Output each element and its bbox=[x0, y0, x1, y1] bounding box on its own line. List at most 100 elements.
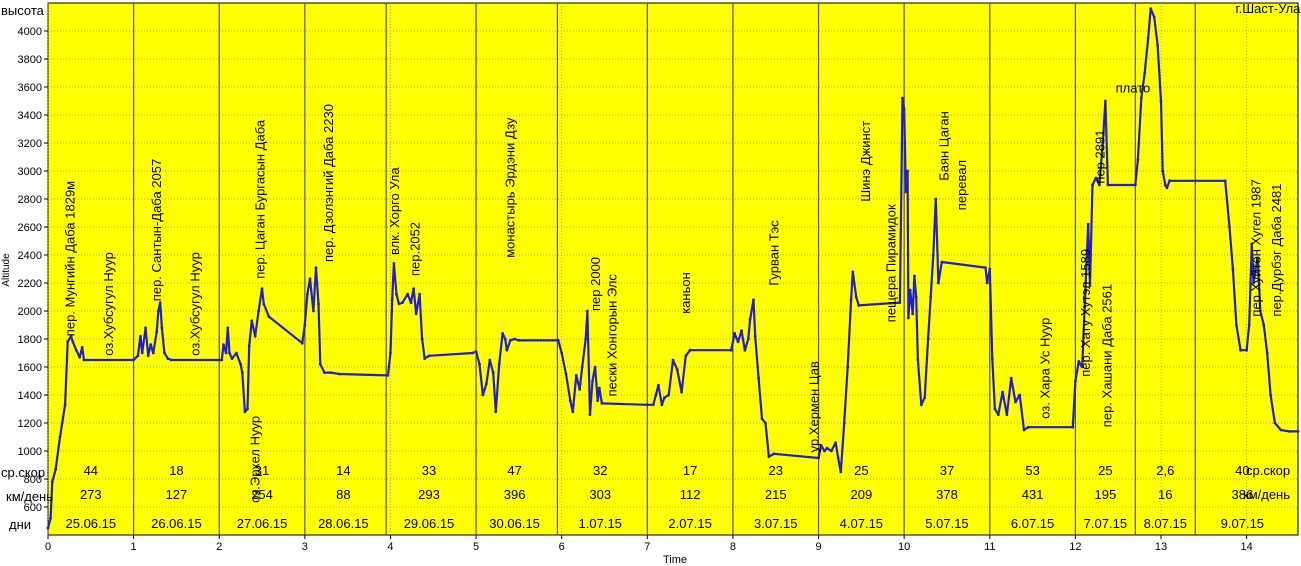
data-point bbox=[1143, 71, 1147, 75]
data-point bbox=[729, 348, 733, 352]
data-point bbox=[736, 340, 740, 344]
annotation-label: оз.Хубсугул Нуур bbox=[188, 252, 203, 356]
data-point bbox=[560, 351, 564, 355]
data-point bbox=[568, 399, 572, 402]
x-tick-label: 1 bbox=[131, 541, 137, 553]
annotation-label: пер. Сантын-Даба 2057 bbox=[149, 159, 164, 301]
data-point bbox=[306, 292, 309, 296]
day-speed: 25 bbox=[1098, 463, 1112, 478]
data-point bbox=[654, 393, 658, 397]
data-point bbox=[919, 403, 923, 407]
data-point bbox=[1014, 400, 1017, 404]
data-point bbox=[220, 358, 224, 362]
data-point bbox=[166, 357, 170, 360]
data-point bbox=[250, 319, 254, 323]
data-point bbox=[412, 287, 415, 290]
data-point bbox=[898, 301, 902, 304]
data-point bbox=[596, 399, 600, 402]
day-date: 29.06.15 bbox=[404, 516, 455, 531]
data-point bbox=[1149, 7, 1153, 10]
data-point bbox=[556, 339, 560, 342]
data-point bbox=[224, 351, 228, 355]
daily-stats: 44 273 25.06.15 18 127 26.06.15 31 254 27.06.15 1… bbox=[66, 463, 1265, 531]
data-point bbox=[600, 402, 604, 405]
data-point bbox=[934, 197, 938, 201]
annotation-label: ур.Хермен Цав bbox=[807, 361, 822, 452]
annotation-label: пер. Мунгийн Даба 1829м bbox=[63, 181, 78, 336]
data-point bbox=[503, 337, 507, 341]
data-point bbox=[825, 446, 829, 450]
data-point bbox=[907, 316, 910, 320]
data-point bbox=[474, 350, 478, 353]
data-point bbox=[494, 410, 498, 414]
data-point bbox=[993, 407, 997, 411]
data-point bbox=[1005, 413, 1009, 416]
data-point bbox=[1103, 99, 1107, 103]
day-distance: 273 bbox=[80, 487, 102, 502]
annotation-label: Баян Цаган bbox=[937, 111, 952, 181]
day-speed: 17 bbox=[683, 463, 697, 478]
data-point bbox=[839, 470, 843, 474]
day-speed: 23 bbox=[769, 463, 783, 478]
data-point bbox=[937, 281, 940, 285]
data-point bbox=[46, 526, 50, 530]
data-point bbox=[246, 407, 249, 411]
data-point bbox=[1168, 179, 1171, 183]
y-tick-label: 600 bbox=[24, 502, 42, 514]
data-point bbox=[50, 480, 54, 484]
data-point bbox=[300, 341, 304, 345]
day-date: 30.06.15 bbox=[489, 516, 540, 531]
day-date: 25.06.15 bbox=[66, 516, 117, 531]
data-point bbox=[985, 281, 989, 285]
x-tick-label: 4 bbox=[387, 541, 393, 553]
data-point bbox=[684, 354, 688, 358]
data-point bbox=[740, 329, 743, 332]
day-distance: 209 bbox=[851, 487, 873, 502]
right-label-distance: км/день bbox=[1243, 487, 1290, 502]
x-tick-label: 9 bbox=[815, 541, 821, 553]
data-point bbox=[746, 337, 750, 341]
annotation-label: плато bbox=[1116, 81, 1151, 96]
data-point bbox=[996, 413, 1000, 416]
data-point bbox=[155, 330, 159, 334]
data-point bbox=[660, 403, 664, 407]
data-point bbox=[988, 267, 992, 271]
y-tick-label: 1400 bbox=[18, 390, 42, 402]
data-point bbox=[1250, 242, 1254, 246]
data-point bbox=[931, 253, 935, 257]
data-point bbox=[585, 309, 589, 313]
day-distance: 127 bbox=[166, 487, 188, 502]
annotation-label: пер 2891 bbox=[1093, 130, 1108, 184]
annotation-label: пер. Цаган Бургасын Даба bbox=[253, 119, 268, 279]
data-point bbox=[1269, 393, 1273, 397]
data-point bbox=[752, 298, 755, 302]
annotation-label: пер.Дурбэг Даба 2481 bbox=[1269, 184, 1284, 317]
data-point bbox=[66, 340, 70, 344]
data-point bbox=[517, 339, 521, 342]
annotation-label: Гурван Тэс bbox=[766, 220, 781, 286]
data-point bbox=[169, 358, 173, 362]
day-speed: 25 bbox=[854, 463, 868, 478]
data-point bbox=[651, 403, 655, 407]
data-point bbox=[1234, 323, 1238, 327]
data-point bbox=[78, 355, 82, 359]
y-tick-label: 4000 bbox=[18, 26, 42, 38]
day-date: 4.07.15 bbox=[840, 516, 883, 531]
data-point bbox=[584, 337, 588, 341]
day-date: 9.07.15 bbox=[1221, 516, 1264, 531]
data-point bbox=[854, 295, 858, 299]
data-point bbox=[1265, 351, 1269, 355]
data-point bbox=[901, 96, 904, 100]
day-distance: 386 bbox=[1231, 487, 1253, 502]
data-point bbox=[226, 326, 230, 330]
data-point bbox=[146, 354, 150, 358]
data-point bbox=[588, 413, 592, 416]
day-distance: 431 bbox=[1022, 487, 1044, 502]
data-point bbox=[1161, 169, 1165, 173]
data-point bbox=[578, 388, 582, 391]
x-tick-label: 14 bbox=[1241, 541, 1253, 553]
annotation-label: пер.2052 bbox=[408, 222, 423, 276]
annotation-label: каньон bbox=[678, 272, 693, 314]
day-distance: 112 bbox=[680, 487, 701, 502]
